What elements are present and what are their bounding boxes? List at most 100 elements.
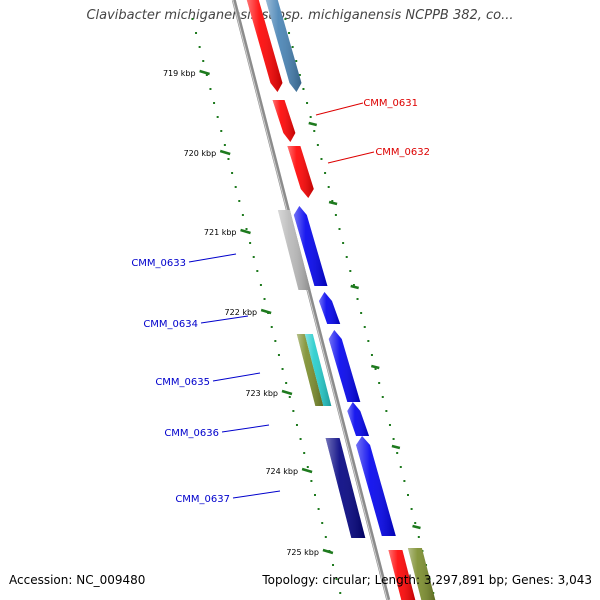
outer-ring-dot <box>414 522 417 524</box>
outer-ring-dot <box>345 256 348 258</box>
gene-label: CMM_0632 <box>375 147 430 158</box>
outer-ring-dot <box>410 508 413 510</box>
outer-ring-dot <box>295 60 298 62</box>
outer-ring-dot <box>388 424 391 426</box>
gene-feature-shading <box>318 292 341 324</box>
inner-ring-dot <box>277 354 280 356</box>
inner-ring-dot <box>195 32 198 34</box>
inner-ring-dot <box>256 270 259 272</box>
tick-mark <box>219 149 231 156</box>
outer-ring-dot <box>320 158 323 160</box>
inner-ring-dot <box>241 214 244 216</box>
gene-label: CMM_0635 <box>155 377 210 388</box>
outer-ring-dot <box>313 130 316 132</box>
inner-ring-dot <box>223 144 226 146</box>
tick-label: 723 kbp <box>245 389 278 398</box>
inner-ring-dot <box>288 396 291 398</box>
outer-ring-dot <box>363 326 366 328</box>
inner-ring-dot <box>259 284 262 286</box>
inner-ring-dot <box>209 88 212 90</box>
gene-feature-shading <box>347 402 370 436</box>
inner-ring-dot <box>231 172 234 174</box>
inner-ring-dot <box>191 18 194 20</box>
outer-ring-dot <box>302 88 305 90</box>
tick-label: 725 kbp <box>286 548 319 557</box>
outer-ring-dot <box>334 214 337 216</box>
tick-label: 719 kbp <box>163 69 196 78</box>
topology-text: Topology: circular; Length: 3,297,891 bp… <box>262 573 592 587</box>
sequence-backbone <box>231 0 391 600</box>
tick-mark <box>260 308 272 315</box>
inner-ring-dot <box>295 424 298 426</box>
outer-ring-dot <box>342 242 345 244</box>
gene-feature-shading <box>287 146 314 198</box>
inner-ring-dot <box>281 368 284 370</box>
gene-feature-shading <box>356 436 396 536</box>
inner-ring-dot <box>306 466 309 468</box>
gene-feature-shading <box>304 334 332 406</box>
inner-ring-dot <box>245 228 248 230</box>
gene-feature-shading <box>265 0 302 92</box>
outer-ring-dot <box>360 312 363 314</box>
gene-features <box>246 0 436 600</box>
tick-mark <box>281 389 293 396</box>
inner-ring-dot <box>252 256 255 258</box>
outer-ring-dot <box>406 494 409 496</box>
inner-ring-dot <box>216 116 219 118</box>
outer-ring-dot <box>331 200 334 202</box>
outer-ring-dot <box>284 18 287 20</box>
outer-ring-dot <box>327 186 330 188</box>
tick-label: 721 kbp <box>204 228 237 237</box>
outer-tick-mark <box>328 200 338 206</box>
gene-leader-line <box>188 253 237 263</box>
outer-ring-dot <box>370 354 373 356</box>
accession-text: Accession: NC_009480 <box>9 573 146 587</box>
inner-ring-dot <box>213 102 216 104</box>
inner-ring-dot <box>270 326 273 328</box>
outer-tick-mark <box>370 364 380 370</box>
inner-ring-dot <box>292 410 295 412</box>
backbone-line <box>231 0 391 600</box>
inner-ring-dot <box>303 452 306 454</box>
gene-label: CMM_0636 <box>164 428 219 439</box>
gene-feature-shading <box>277 210 311 290</box>
gene-feature-shading <box>272 100 296 142</box>
outer-ring-dot <box>352 284 355 286</box>
inner-ring-dot <box>274 340 277 342</box>
inner-ring-dot <box>198 46 201 48</box>
gene-feature-shading <box>325 438 366 538</box>
gene-feature-shading <box>407 548 436 600</box>
outer-ring-dot <box>288 32 291 34</box>
gene-feature-shading <box>246 0 283 92</box>
inner-ring-dot <box>339 592 342 594</box>
gene-leader-line <box>327 151 375 164</box>
outer-ring-dot <box>417 536 420 538</box>
tick-label: 722 kbp <box>225 308 258 317</box>
outer-tick-mark <box>308 121 318 127</box>
outer-ring-dot <box>324 172 327 174</box>
inner-ring-dot <box>249 242 252 244</box>
inner-ring-dot <box>202 60 205 62</box>
outer-ring-dot <box>338 228 341 230</box>
inner-ring-dot <box>285 382 288 384</box>
outer-ring-dot <box>392 438 395 440</box>
outer-ring-dot <box>396 452 399 454</box>
inner-ring-dot <box>332 564 335 566</box>
outer-ring-dot <box>349 270 352 272</box>
outer-ring-dot <box>298 74 301 76</box>
inner-ring-dot <box>220 130 223 132</box>
tick-mark <box>199 69 210 76</box>
outer-ring-dot <box>381 396 384 398</box>
inner-ring-dot <box>324 536 327 538</box>
outer-ring-dot <box>367 340 370 342</box>
inner-ring-dot <box>299 438 302 440</box>
inner-ring-dot <box>321 522 324 524</box>
outer-tick-mark <box>412 524 421 530</box>
inner-ring-dot <box>263 298 266 300</box>
outer-ring-dot <box>399 466 402 468</box>
outer-ring-dot <box>374 368 377 370</box>
gene-leader-line <box>221 424 270 433</box>
gene-feature-shading <box>388 550 416 600</box>
gene-labels: CMM_0631 CMM_0632 CMM_0633 CMM_0634 CMM_0635… <box>131 98 430 505</box>
